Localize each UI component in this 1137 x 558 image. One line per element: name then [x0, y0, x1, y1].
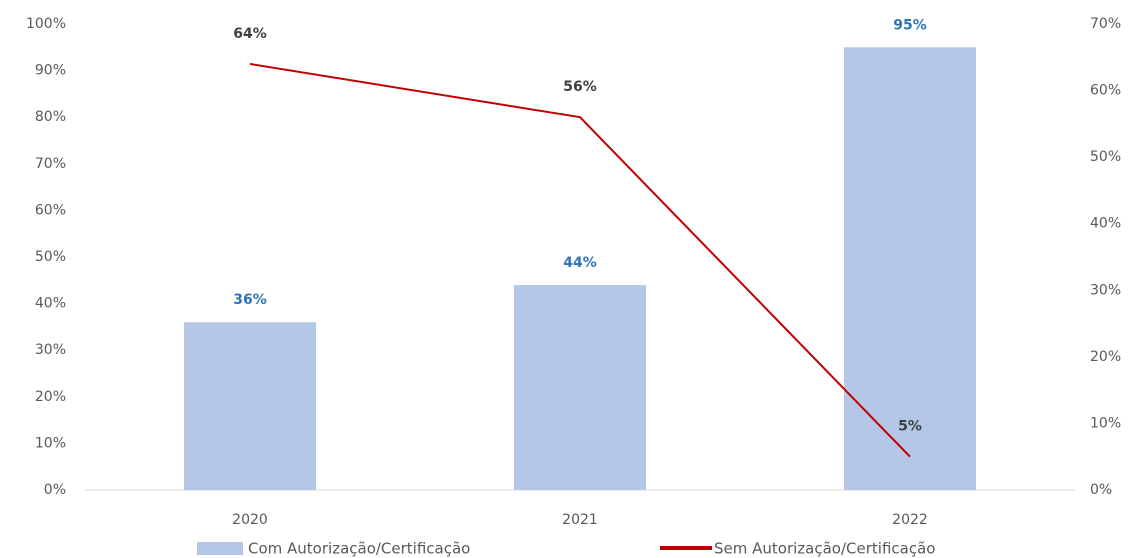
y2-tick-label: 20% [1090, 349, 1121, 365]
line-value-label: 5% [898, 419, 922, 435]
y-tick-label: 50% [35, 249, 66, 265]
y-tick-label: 0% [44, 482, 66, 498]
y2-tick-label: 10% [1090, 415, 1121, 431]
x-tick-label: 2020 [232, 512, 268, 528]
line [249, 62, 911, 458]
y2-tick-label: 0% [1090, 482, 1112, 498]
y-tick-label: 40% [35, 296, 66, 312]
y-tick-label: 10% [35, 435, 66, 451]
bar-value-label: 44% [563, 255, 597, 271]
legend-label: Com Autorização/Certificação [248, 540, 470, 558]
y-tick-label: 80% [35, 109, 66, 125]
y2-tick-label: 60% [1090, 83, 1121, 99]
bar-value-label: 36% [233, 292, 267, 308]
y-tick-label: 30% [35, 342, 66, 358]
y2-tick-label: 50% [1090, 149, 1121, 165]
bar-value-label: 95% [893, 17, 927, 33]
y-tick-label: 70% [35, 156, 66, 172]
legend-swatch [197, 542, 243, 555]
bar [844, 47, 976, 491]
line-value-label: 56% [563, 79, 597, 95]
x-tick-label: 2022 [892, 512, 928, 528]
y2-tick-label: 30% [1090, 282, 1121, 298]
x-tick-label: 2021 [562, 512, 598, 528]
y-tick-label: 60% [35, 202, 66, 218]
y-tick-label: 90% [35, 63, 66, 79]
bar [184, 322, 316, 490]
legend-label: Sem Autorização/Certificação [714, 540, 935, 558]
bar [514, 284, 646, 490]
y2-tick-label: 70% [1090, 16, 1121, 32]
line-value-label: 64% [233, 26, 267, 42]
y-tick-label: 100% [26, 16, 66, 32]
y2-tick-label: 40% [1090, 216, 1121, 232]
y-tick-label: 20% [35, 389, 66, 405]
